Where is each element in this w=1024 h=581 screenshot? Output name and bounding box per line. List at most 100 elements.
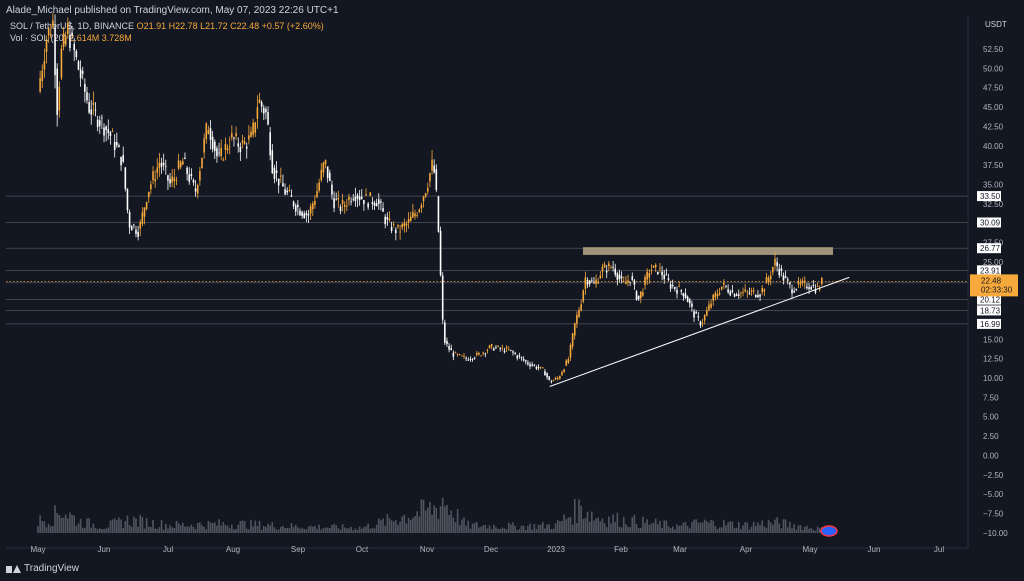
candle-body — [503, 350, 506, 353]
volume-bar — [708, 522, 710, 533]
volume-bar — [96, 529, 99, 533]
volume-bar — [725, 525, 727, 533]
volume-bar — [84, 528, 86, 533]
volume-bar — [256, 526, 259, 533]
candle-body — [111, 131, 114, 132]
candle-body — [493, 348, 495, 351]
volume-bar — [544, 528, 546, 533]
candle-body — [490, 344, 493, 347]
candle-body — [260, 102, 263, 107]
volume-bar — [818, 528, 821, 533]
candle-body — [539, 366, 542, 368]
y-tick-label: 35.00 — [983, 180, 1004, 189]
candle-body — [303, 213, 306, 219]
y-tick-label: 5.00 — [983, 413, 999, 422]
volume-bar — [71, 514, 73, 533]
candle-body — [226, 148, 229, 151]
candle-body — [691, 303, 693, 307]
candle-body — [661, 271, 663, 276]
candle-body — [627, 280, 629, 283]
volume-bar — [273, 527, 276, 533]
volume-bar — [422, 499, 425, 533]
x-tick-label: Dec — [484, 545, 498, 554]
candle-body — [752, 290, 755, 292]
y-tick-label: 15.00 — [983, 335, 1004, 344]
candle-body — [71, 32, 73, 36]
volume-bar — [740, 529, 742, 533]
volume-bar — [808, 528, 810, 533]
candle-body — [190, 174, 193, 176]
candle-body — [767, 277, 770, 282]
countdown-label: 02:33:30 — [981, 285, 1013, 294]
candle-body — [435, 169, 438, 190]
candle-body — [484, 353, 487, 355]
volume-bar — [710, 519, 712, 533]
volume-bar — [576, 522, 578, 533]
volume-bar — [552, 528, 555, 533]
price-level-label: 26.77 — [980, 244, 1001, 253]
candle-body — [284, 189, 286, 195]
candle-body — [646, 271, 648, 280]
candle-body — [186, 167, 188, 175]
candle-body — [286, 190, 289, 193]
candle-body — [478, 352, 480, 355]
volume-bar — [424, 510, 427, 533]
volume-label[interactable]: Vol · SOL (20) — [10, 33, 67, 43]
candle-body — [69, 34, 71, 48]
candle-body — [43, 61, 46, 70]
volume-bar — [165, 524, 167, 533]
candle-body — [458, 354, 461, 355]
candle-body — [205, 123, 208, 140]
candle-body — [47, 28, 50, 36]
candle-body — [723, 282, 725, 285]
candle-body — [356, 195, 359, 199]
candle-body — [642, 292, 644, 296]
volume-bar — [137, 526, 139, 533]
volume-bar — [288, 528, 291, 533]
volume-bar — [780, 528, 783, 533]
candle-body — [196, 185, 199, 194]
volume-bar — [495, 527, 497, 533]
volume-bar — [190, 524, 193, 533]
volume-bar — [486, 528, 489, 533]
tradingview-logo-icon — [6, 564, 21, 574]
volume-bar — [284, 527, 286, 533]
candle-body — [795, 289, 798, 290]
volume-bar — [505, 529, 508, 533]
candle-body — [772, 267, 774, 273]
volume-bar — [542, 521, 544, 533]
volume-bar — [388, 518, 391, 533]
volume-bar — [73, 515, 76, 533]
candle-body — [109, 132, 112, 136]
volume-bar — [578, 499, 580, 533]
volume-bar — [277, 529, 280, 533]
x-tick-label: Oct — [356, 545, 369, 554]
volume-bar — [98, 528, 101, 533]
candle-body — [729, 291, 732, 296]
volume-bar — [367, 523, 369, 533]
candle-body — [414, 213, 416, 217]
y-tick-label: 27.50 — [983, 239, 1004, 248]
y-tick-label: 12.50 — [983, 355, 1004, 364]
volume-bar — [631, 517, 634, 533]
volume-bar — [531, 529, 533, 533]
candle-body — [175, 180, 178, 182]
candle-body — [742, 291, 744, 293]
candle-body — [471, 358, 474, 360]
volume-bar — [77, 523, 80, 533]
volume-bar — [135, 518, 137, 533]
volume-bar — [373, 528, 376, 533]
candle-body — [686, 296, 689, 303]
price-level-label: 23.91 — [980, 266, 1001, 275]
volume-bar — [133, 516, 135, 533]
volume-bar — [222, 521, 225, 533]
volume-bar — [297, 527, 299, 533]
candle-body — [580, 304, 582, 311]
candle-body — [620, 276, 623, 279]
volume-bar — [111, 519, 114, 533]
volume-bar — [535, 529, 538, 533]
volume-bar — [588, 521, 591, 533]
candle-body — [184, 157, 186, 159]
volume-bar — [103, 529, 105, 533]
